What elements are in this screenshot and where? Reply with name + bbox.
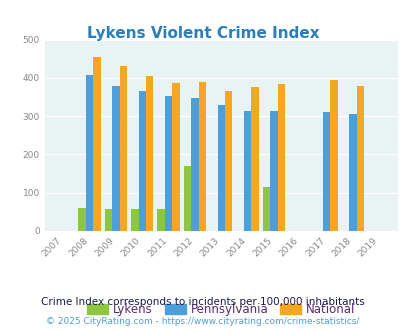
Bar <box>119 66 127 231</box>
Bar <box>104 209 112 231</box>
Bar <box>217 105 224 231</box>
Bar <box>277 84 284 231</box>
Bar <box>145 76 153 231</box>
Bar <box>85 75 93 231</box>
Bar <box>243 111 251 231</box>
Bar <box>251 87 258 231</box>
Bar <box>270 111 277 231</box>
Bar <box>198 82 205 231</box>
Bar <box>262 187 270 231</box>
Bar <box>131 209 138 231</box>
Bar <box>191 98 198 231</box>
Bar <box>164 96 172 231</box>
Bar <box>356 86 363 231</box>
Bar <box>172 83 179 231</box>
Bar <box>138 91 145 231</box>
Bar <box>183 166 191 231</box>
Legend: Lykens, Pennsylvania, National: Lykens, Pennsylvania, National <box>82 298 359 321</box>
Text: Lykens Violent Crime Index: Lykens Violent Crime Index <box>87 26 318 41</box>
Bar <box>157 209 164 231</box>
Bar <box>224 90 232 231</box>
Bar <box>93 57 100 231</box>
Bar <box>349 114 356 231</box>
Text: Crime Index corresponds to incidents per 100,000 inhabitants: Crime Index corresponds to incidents per… <box>41 297 364 307</box>
Text: © 2025 CityRating.com - https://www.cityrating.com/crime-statistics/: © 2025 CityRating.com - https://www.city… <box>46 317 359 326</box>
Bar <box>78 208 85 231</box>
Bar <box>112 86 119 231</box>
Bar <box>330 80 337 231</box>
Bar <box>322 112 330 231</box>
